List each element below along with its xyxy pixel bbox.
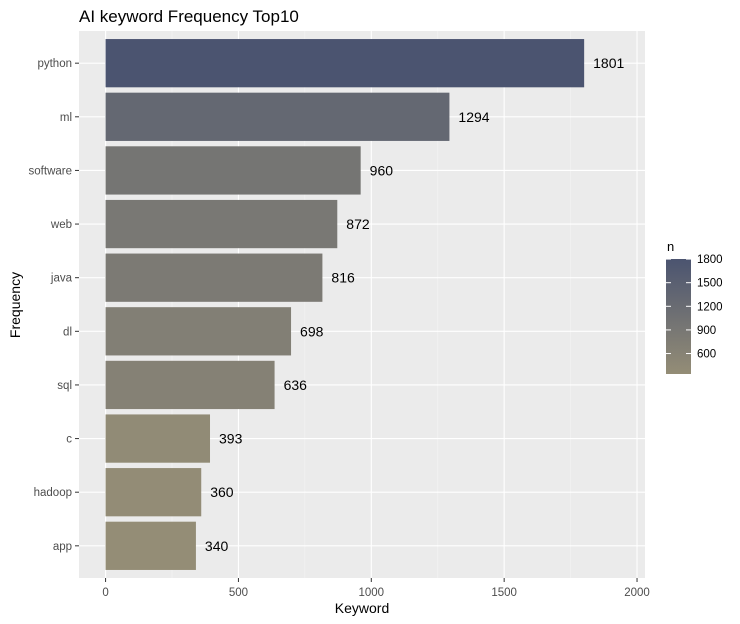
data-label-ml: 1294 xyxy=(458,109,489,125)
legend-tick-label: 1200 xyxy=(697,301,723,313)
y-tick-label-java: java xyxy=(50,273,73,285)
x-axis-title: Keyword xyxy=(335,600,389,616)
y-tick-label-ml: ml xyxy=(60,112,72,124)
y-tick-label-web: web xyxy=(50,219,72,231)
y-tick-label-hadoop: hadoop xyxy=(34,487,72,499)
data-label-dl: 698 xyxy=(300,323,324,339)
x-tick-label: 500 xyxy=(229,587,248,599)
legend-tick-label: 1500 xyxy=(697,278,723,290)
legend-tick-label: 600 xyxy=(697,349,716,361)
data-label-software: 960 xyxy=(370,162,394,178)
x-tick-label: 1500 xyxy=(491,587,517,599)
data-label-app: 340 xyxy=(205,538,229,554)
bar-dl xyxy=(105,307,292,356)
chart-title: AI keyword Frequency Top10 xyxy=(79,7,299,26)
y-tick-label-software: software xyxy=(29,165,72,177)
y-tick-label-sql: sql xyxy=(57,380,72,392)
data-label-hadoop: 360 xyxy=(210,484,234,500)
legend-title: n xyxy=(667,239,674,254)
bar-java xyxy=(105,253,323,302)
bar-c xyxy=(105,414,211,463)
data-label-web: 872 xyxy=(346,216,370,232)
y-tick-label-app: app xyxy=(53,541,72,553)
data-label-java: 816 xyxy=(331,270,355,286)
bar-web xyxy=(105,199,338,249)
y-axis: python ml software web java dl sql c hadoop app xyxy=(29,58,79,553)
bar-sql xyxy=(105,360,275,410)
bar-software xyxy=(105,146,361,195)
legend-colorbar xyxy=(666,259,691,374)
x-axis: 0 500 1000 1500 2000 xyxy=(102,578,650,599)
x-tick-label: 0 xyxy=(102,587,108,599)
y-axis-title: Frequency xyxy=(7,272,23,338)
data-label-c: 393 xyxy=(219,431,243,447)
y-tick-label-python: python xyxy=(37,58,72,70)
legend-tick-label: 900 xyxy=(697,325,716,337)
bar-hadoop xyxy=(105,468,202,517)
y-tick-label-c: c xyxy=(66,434,72,446)
data-label-sql: 636 xyxy=(284,377,308,393)
color-legend: n 1800 1500 1200 900 600 xyxy=(666,239,723,374)
y-tick-label-dl: dl xyxy=(63,326,72,338)
bar-python xyxy=(105,39,585,88)
bars-group: 1801 1294 960 872 816 698 636 393 360 340 xyxy=(105,39,625,570)
bar-ml xyxy=(105,92,450,141)
legend-tick-label: 1800 xyxy=(697,254,723,266)
x-tick-label: 2000 xyxy=(624,587,650,599)
data-label-python: 1801 xyxy=(593,55,624,71)
x-tick-label: 1000 xyxy=(359,587,385,599)
bar-app xyxy=(105,521,196,570)
